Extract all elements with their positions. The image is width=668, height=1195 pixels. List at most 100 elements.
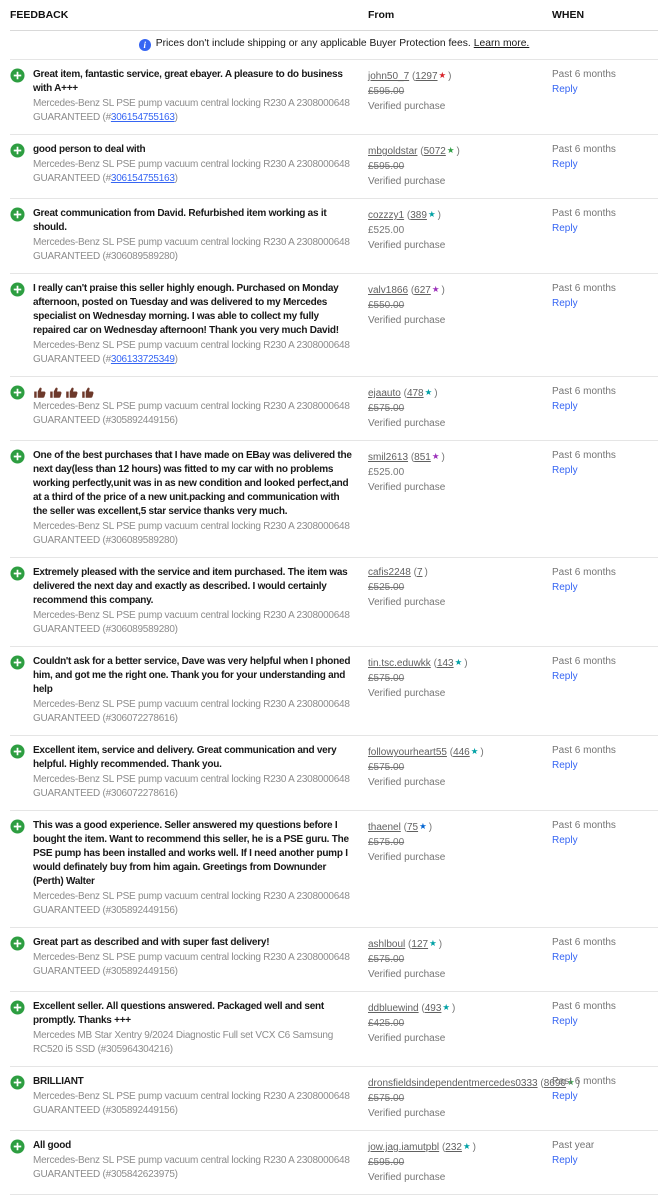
feedback-row: All good Mercedes-Benz SL PSE pump vacuu…: [10, 1131, 658, 1195]
feedback-count-link[interactable]: 232: [445, 1142, 462, 1153]
reply-link[interactable]: Reply: [552, 84, 578, 95]
reply-link[interactable]: Reply: [552, 1155, 578, 1166]
feedback-count-link[interactable]: 851: [414, 452, 431, 463]
count-open: (: [403, 822, 407, 833]
positive-feedback-icon: [10, 68, 25, 83]
count-close: ): [428, 822, 433, 833]
reply-link[interactable]: Reply: [552, 671, 578, 682]
count-close: ): [441, 285, 445, 296]
buyer-username-link[interactable]: ddbluewind: [368, 1003, 419, 1014]
item-number-open: (#: [102, 354, 111, 365]
item-number-open: (#: [102, 905, 111, 916]
verified-purchase-label: Verified purchase: [368, 777, 446, 788]
feedback-row: One of the best purchases that I have ma…: [10, 441, 658, 558]
feedback-count-link[interactable]: 1297: [415, 71, 438, 82]
when-cell: Past 6 months Reply: [552, 143, 658, 189]
buyer-line: jow.jag.iamutpbl (232★): [368, 1139, 552, 1155]
feedback-count-link[interactable]: 75: [406, 822, 419, 833]
price: £575.00: [368, 837, 405, 848]
buyer-username-link[interactable]: tin.tsc.eduwkk: [368, 658, 431, 669]
feedback-count-link[interactable]: 478: [406, 388, 424, 399]
feedback-row: good person to deal with Mercedes-Benz S…: [10, 135, 658, 199]
buyer-line: dronsfieldsindependentmercedes0333 (8690…: [368, 1075, 580, 1091]
buyer-username-link[interactable]: thaenel: [368, 822, 401, 833]
item-number-link[interactable]: 306154755163: [110, 112, 175, 123]
reply-link[interactable]: Reply: [552, 465, 578, 476]
item-number-close: ): [174, 624, 178, 635]
positive-feedback-icon: [10, 566, 25, 581]
item-number-link[interactable]: 306154755163: [110, 173, 175, 184]
price: £595.00: [368, 161, 405, 172]
from-cell: john50_7 (1297★) £595.00 Verified purcha…: [368, 68, 552, 125]
item-description: Mercedes-Benz SL PSE pump vacuum central…: [33, 339, 354, 367]
feedback-count-link[interactable]: 7: [416, 567, 423, 578]
item-number-link: 306089589280: [110, 251, 175, 262]
item-title: Mercedes-Benz SL PSE pump vacuum central…: [33, 1155, 350, 1180]
column-header-feedback: FEEDBACK: [10, 9, 69, 21]
item-number-open: (#: [102, 535, 111, 546]
feedback-count-link[interactable]: 389: [410, 210, 427, 221]
buyer-username-link[interactable]: followyourheart55: [368, 747, 447, 758]
feedback-count-link[interactable]: 127: [411, 939, 429, 950]
feedback-comment: BRILLIANT: [33, 1076, 84, 1087]
feedback-count-link[interactable]: 493: [424, 1003, 442, 1014]
feedback-cell: BRILLIANT Mercedes-Benz SL PSE pump vacu…: [10, 1075, 368, 1121]
from-cell: mbgoldstar (5072★) £595.00 Verified purc…: [368, 143, 552, 189]
reply-link[interactable]: Reply: [552, 159, 578, 170]
reply-link[interactable]: Reply: [552, 401, 578, 412]
count-open: (: [413, 567, 417, 578]
reply-link[interactable]: Reply: [552, 835, 578, 846]
reply-link[interactable]: Reply: [552, 582, 578, 593]
star-icon: ★: [431, 451, 440, 461]
feedback-count-link[interactable]: 5072: [423, 146, 446, 157]
feedback-cell: Great communication from David. Refurbis…: [10, 207, 368, 264]
reply-link[interactable]: Reply: [552, 1091, 578, 1102]
buyer-username-link[interactable]: cafis2248: [368, 567, 411, 578]
when-label: Past 6 months: [552, 745, 616, 756]
price: £595.00: [368, 1157, 405, 1168]
reply-link[interactable]: Reply: [552, 952, 578, 963]
feedback-texts: Great item, fantastic service, great eba…: [33, 68, 354, 125]
item-number-link[interactable]: 306133725349: [110, 354, 175, 365]
feedback-count-link[interactable]: 143: [436, 658, 454, 669]
count-open: (: [449, 747, 454, 758]
buyer-username-link[interactable]: ejaauto: [368, 388, 401, 399]
price: £575.00: [368, 403, 405, 414]
verified-purchase-label: Verified purchase: [368, 969, 446, 980]
buyer-line: cozzzy1 (389★): [368, 207, 552, 223]
reply-link[interactable]: Reply: [552, 298, 578, 309]
when-label: Past 6 months: [552, 386, 616, 397]
buyer-username-link[interactable]: valv1866: [368, 285, 409, 296]
count-open: (: [420, 146, 424, 157]
buyer-username-link[interactable]: dronsfieldsindependentmercedes0333: [368, 1078, 538, 1089]
star-icon: ★: [419, 821, 427, 831]
buyer-username-link[interactable]: ashlboul: [368, 939, 406, 950]
learn-more-link[interactable]: Learn more.: [473, 38, 530, 49]
item-number-link: 306089589280: [110, 624, 175, 635]
feedback-count-link[interactable]: 627: [414, 285, 431, 296]
price: £525.00: [368, 467, 405, 478]
feedback-count-link[interactable]: 446: [453, 747, 470, 758]
buyer-username-link[interactable]: john50_7: [368, 71, 410, 82]
reply-link[interactable]: Reply: [552, 760, 578, 771]
item-number-close: ): [169, 1044, 173, 1055]
feedback-cell: Mercedes-Benz SL PSE pump vacuum central…: [10, 385, 368, 431]
item-description: Mercedes-Benz SL PSE pump vacuum central…: [33, 890, 354, 918]
buyer-username-link[interactable]: smil2613: [368, 452, 409, 463]
buyer-username-link[interactable]: cozzzy1: [368, 210, 405, 221]
verified-purchase-label: Verified purchase: [368, 1108, 446, 1119]
item-title: Mercedes-Benz SL PSE pump vacuum central…: [33, 891, 350, 916]
count-close: ): [464, 658, 468, 669]
item-number-open: (#: [102, 112, 111, 123]
feedback-cell: Excellent item, service and delivery. Gr…: [10, 744, 368, 801]
positive-feedback-icon: [10, 819, 25, 834]
item-description: Mercedes-Benz SL PSE pump vacuum central…: [33, 97, 354, 125]
item-number-close: ): [174, 966, 178, 977]
buyer-username-link[interactable]: jow.jag.iamutpbl: [368, 1142, 440, 1153]
item-number-link: 305892449156: [110, 966, 175, 977]
count-open: (: [408, 939, 412, 950]
reply-link[interactable]: Reply: [552, 1016, 578, 1027]
reply-link[interactable]: Reply: [552, 223, 578, 234]
buyer-username-link[interactable]: mbgoldstar: [368, 146, 418, 157]
star-icon: ★: [438, 70, 447, 80]
